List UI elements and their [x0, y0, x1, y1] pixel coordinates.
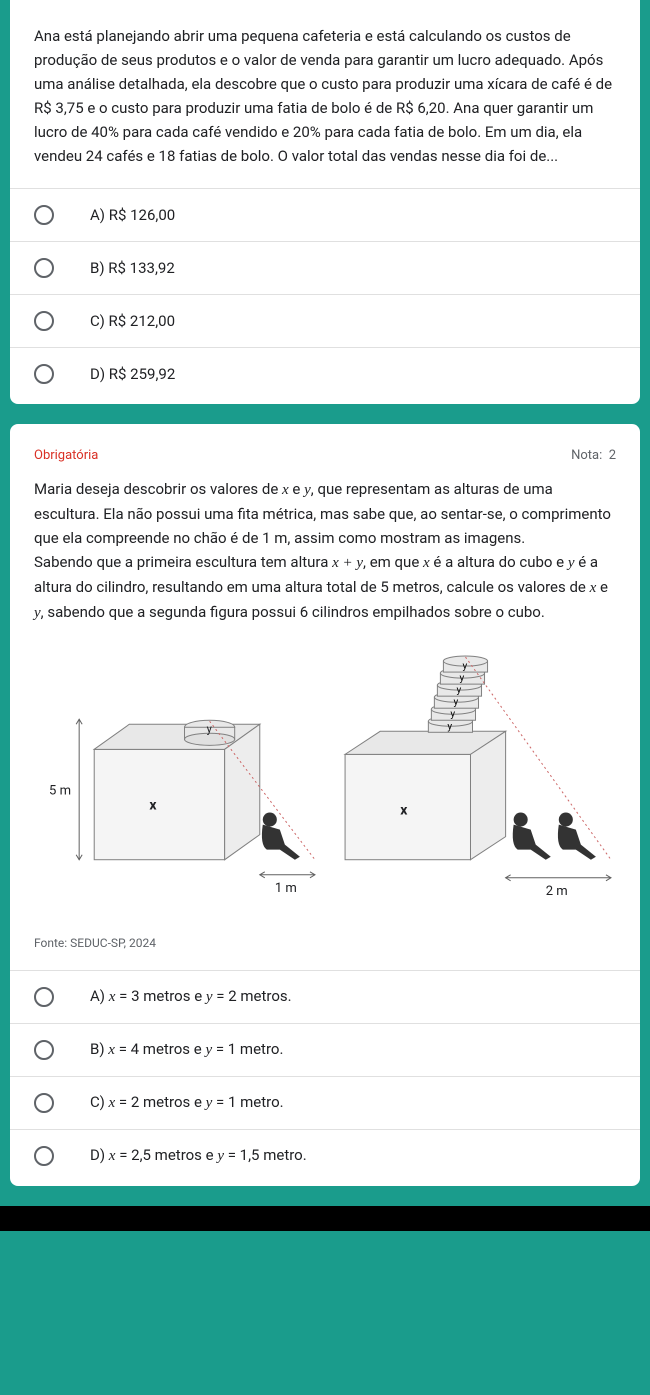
question-text: Ana está planejando abrir uma pequena ca… [34, 24, 616, 168]
svg-text:y: y [456, 685, 461, 696]
var-y: y [304, 482, 311, 498]
bottom-bar [0, 1206, 650, 1231]
score-label: Nota: 2 [571, 448, 616, 463]
height-label: 5 m [49, 783, 71, 798]
t: , sabendo que a segunda figura possui 6 … [41, 603, 545, 621]
score-text: Nota: [571, 448, 602, 463]
svg-text:y: y [453, 697, 458, 708]
source-label: Fonte: SEDUC-SP, 2024 [34, 936, 616, 950]
question-card-1: Ana está planejando abrir uma pequena ca… [10, 0, 640, 404]
radio-icon [34, 205, 54, 225]
var-x: x [282, 482, 289, 498]
radio-icon [34, 311, 54, 331]
silhouette-icon [262, 813, 300, 860]
silhouette-icon [558, 813, 596, 860]
option-c[interactable]: C) R$ 212,00 [10, 294, 640, 347]
width2-label: 2 m [546, 884, 568, 899]
x-label: x [400, 803, 408, 819]
option-label: B) x = 4 metros e y = 1 metro. [90, 1040, 283, 1059]
diagram-svg: 5 m x y 1 m [34, 649, 616, 920]
option-a[interactable]: A) R$ 126,00 [10, 188, 640, 241]
options-list: A) x = 3 metros e y = 2 metros. B) x = 4… [10, 970, 640, 1182]
var-xy: x + y [332, 555, 363, 571]
svg-text:y: y [447, 721, 452, 732]
t: Sabendo que a primeira escultura tem alt… [34, 553, 332, 571]
option-label: C) R$ 212,00 [90, 312, 175, 330]
option-b[interactable]: B) R$ 133,92 [10, 241, 640, 294]
option-label: D) R$ 259,92 [90, 365, 175, 383]
var-y: y [34, 605, 41, 621]
option-d[interactable]: D) R$ 259,92 [10, 347, 640, 400]
option-b[interactable]: B) x = 4 metros e y = 1 metro. [10, 1023, 640, 1076]
sculpture-diagram: 5 m x y 1 m [34, 649, 616, 924]
option-a[interactable]: A) x = 3 metros e y = 2 metros. [10, 970, 640, 1023]
option-label: D) x = 2,5 metros e y = 1,5 metro. [90, 1146, 307, 1165]
question-card-2: Obrigatória Nota: 2 Maria deseja descobr… [10, 424, 640, 1186]
t: e [596, 578, 608, 596]
silhouette-icon [513, 813, 551, 860]
option-c[interactable]: C) x = 2 metros e y = 1 metro. [10, 1076, 640, 1129]
svg-text:y: y [462, 661, 467, 672]
var-y: y [568, 555, 575, 571]
required-label: Obrigatória [34, 448, 98, 463]
radio-icon [34, 364, 54, 384]
t: e [289, 480, 304, 498]
option-label: B) R$ 133,92 [90, 259, 175, 277]
y-label: y [207, 722, 213, 735]
card-header: Obrigatória Nota: 2 [34, 448, 616, 463]
options-list: A) R$ 126,00 B) R$ 133,92 C) R$ 212,00 D… [10, 188, 640, 400]
svg-text:y: y [450, 709, 455, 720]
x-label: x [149, 798, 157, 814]
option-label: A) x = 3 metros e y = 2 metros. [90, 987, 292, 1006]
t: é a altura do cubo e [430, 553, 568, 571]
radio-icon [34, 1040, 54, 1060]
svg-text:y: y [459, 673, 464, 684]
option-d[interactable]: D) x = 2,5 metros e y = 1,5 metro. [10, 1129, 640, 1182]
radio-icon [34, 1146, 54, 1166]
radio-icon [34, 258, 54, 278]
cylinders-stack: y y y y y y [428, 656, 487, 732]
radio-icon [34, 987, 54, 1007]
radio-icon [34, 1093, 54, 1113]
option-label: C) x = 2 metros e y = 1 metro. [90, 1093, 284, 1112]
t: Maria deseja descobrir os valores de [34, 480, 278, 498]
score-value: 2 [609, 448, 616, 463]
var-x: x [423, 555, 430, 571]
question-text: Maria deseja descobrir os valores de x e… [34, 477, 616, 625]
width1-label: 1 m [275, 881, 297, 896]
option-label: A) R$ 126,00 [90, 206, 175, 224]
t: , em que [363, 553, 423, 571]
